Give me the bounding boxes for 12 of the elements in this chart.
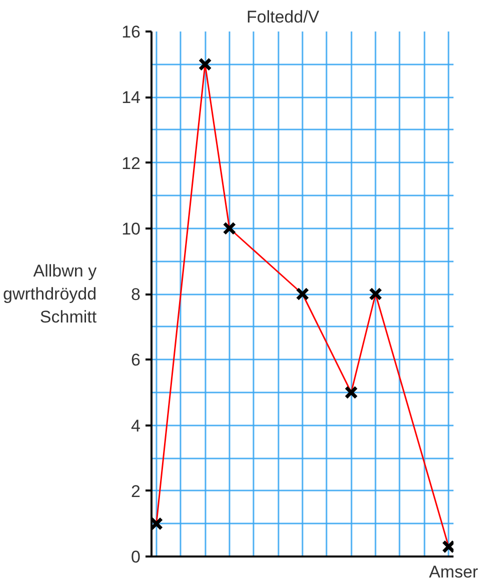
y-tick-label: 4 (131, 416, 141, 436)
y-tick-label: 10 (122, 219, 141, 238)
y-tick-label: 0 (131, 548, 141, 566)
y-tick-label: 14 (122, 88, 141, 108)
y-tick-label: 8 (131, 285, 141, 304)
y-tick-label: 12 (122, 154, 141, 173)
y-tick-label: 6 (131, 350, 141, 370)
x-axis-title: Amser (428, 562, 478, 582)
y-tick-label: 2 (131, 482, 141, 501)
y-tick-label: 16 (122, 22, 141, 42)
text: Allbwn y gwrthdröydd Schmitt (3, 262, 98, 326)
y-axis-title: Foltedd/V (246, 8, 320, 26)
